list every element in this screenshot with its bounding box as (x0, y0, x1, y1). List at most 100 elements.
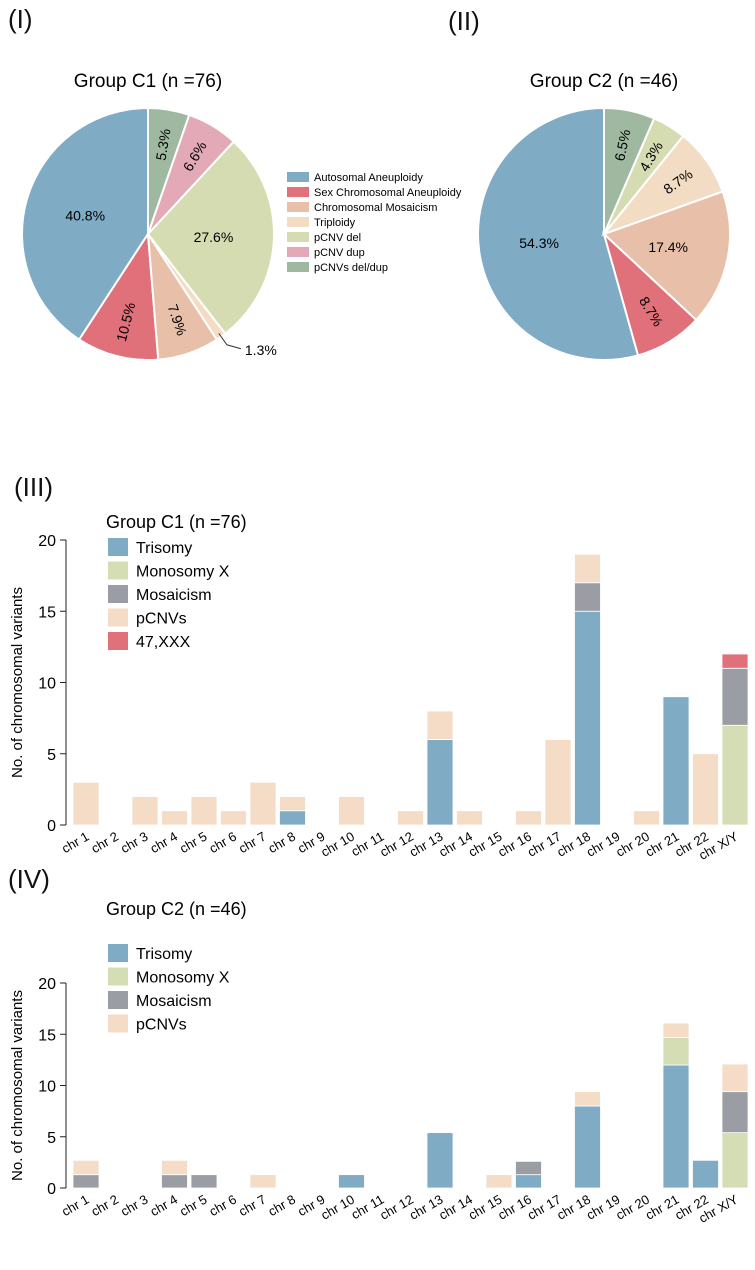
pie-slice-label: 5.3% (153, 127, 174, 161)
legend-label: pCNV dup (314, 247, 365, 259)
bar-segment (161, 1159, 188, 1176)
legend-swatch (108, 967, 128, 986)
pie-slice-label: 40.8% (65, 207, 105, 223)
legend-swatch (287, 187, 309, 197)
x-tick-label: chr 2 (88, 829, 121, 856)
legend-label: Autosomal Aneuploidy (314, 172, 423, 184)
y-axis-label: No. of chromosomal variants (9, 990, 26, 1181)
legend-swatch (287, 202, 309, 212)
legend-label: 47,XXX (136, 634, 191, 651)
bar-segment (72, 1174, 100, 1189)
bar-segment (161, 810, 188, 826)
legend-swatch (108, 632, 128, 650)
bar-segment (574, 582, 601, 612)
y-tick-label: 0 (47, 818, 56, 835)
pie-slice (146, 140, 275, 335)
x-tick-label: chr 2 (88, 1192, 121, 1219)
x-tick-label: chr 3 (118, 1192, 151, 1219)
x-tick-label: chr 8 (265, 1192, 298, 1219)
pie-slice-label: 27.6% (194, 229, 234, 245)
bar-segment (279, 810, 306, 826)
bar-segment (190, 796, 218, 826)
pie-title: Group C1 (n =76) (74, 71, 222, 92)
panel-label-iv: (IV) (8, 864, 50, 894)
bar-chart-c1-figure: 0 5 10 15 20 No. of chromosomal variants chr 1… (9, 512, 749, 863)
bar-segment (456, 810, 483, 826)
bar-segment (279, 796, 306, 812)
bar-segment (721, 1091, 749, 1134)
bar-segment (662, 1022, 690, 1038)
bar-segment (662, 1064, 690, 1189)
legend-swatch (287, 217, 309, 227)
legend-label: Trisomy (136, 946, 192, 963)
bar-segment (397, 810, 424, 826)
x-tick-label: chr 1 (59, 829, 92, 856)
bar-segment (574, 610, 601, 826)
panel-label-iii: (III) (14, 472, 53, 502)
legend-label: Triploidy (314, 217, 356, 229)
bar-segment (249, 781, 277, 826)
legend-label: Sex Chromosomal Aneuploidy (314, 187, 462, 199)
y-axis-label: No. of chromosomal variants (9, 587, 26, 778)
bar-segment (249, 1174, 277, 1189)
x-tick-label: chr 5 (177, 829, 210, 856)
legend-label: Trisomy (136, 540, 192, 557)
x-tick-label: chr 7 (236, 829, 269, 856)
pie-slice (147, 106, 191, 235)
legend-swatch (108, 561, 128, 580)
legend-label: pCNVs del/dup (314, 262, 388, 274)
bar-chart-c2-figure: 0 5 10 15 20 No. of chromosomal variants chr 1… (9, 899, 749, 1226)
legend-swatch (108, 538, 128, 556)
legend-swatch (108, 991, 128, 1009)
bar-segment (338, 1174, 365, 1189)
bar-segment (190, 1174, 218, 1189)
bar-segment (692, 753, 719, 826)
legend-label: Mosaicism (136, 587, 212, 604)
panel-label-i: (I) (8, 4, 33, 34)
x-tick-label: chr 7 (236, 1192, 269, 1219)
bar-segment (721, 1132, 749, 1189)
bar-segment (721, 1063, 749, 1093)
y-tick-label: 20 (38, 976, 56, 993)
legend-label: Monosomy X (136, 970, 230, 987)
panel-label-ii: (II) (448, 6, 480, 36)
bar-segment (485, 1174, 513, 1189)
legend-label: Mosaicism (136, 993, 212, 1010)
y-tick-label: 10 (38, 676, 56, 693)
legend-label: pCNV del (314, 232, 361, 244)
bar-chart-title: Group C2 (n =46) (106, 899, 247, 919)
bar-segment (544, 739, 572, 826)
legend-label: pCNVs (136, 611, 187, 628)
bar-segment (72, 1159, 100, 1176)
x-tick-label: chr 8 (265, 829, 298, 856)
x-tick-label: chr 5 (177, 1192, 210, 1219)
bar-segment (131, 796, 159, 826)
bar-segment (220, 810, 247, 826)
legend-swatch (108, 585, 128, 603)
y-tick-label: 0 (47, 1181, 56, 1198)
bar-segment (338, 796, 365, 826)
bar-segment (574, 1105, 601, 1189)
bar-segment (721, 724, 749, 826)
legend-label: Monosomy X (136, 564, 230, 581)
bar-segment (72, 781, 100, 826)
bar-segment (515, 810, 542, 826)
bar-segment (574, 1091, 601, 1107)
bar-segment (426, 739, 454, 826)
pie-slice-label: 54.3% (519, 235, 559, 251)
y-tick-label: 5 (47, 747, 56, 764)
legend-label: pCNVs (136, 1017, 187, 1034)
pie-title: Group C2 (n =46) (530, 71, 678, 92)
legend-swatch (108, 608, 128, 627)
legend-label: Chromosomal Mosaicism (314, 202, 437, 214)
pie-slice (77, 231, 160, 361)
bar-segment (662, 1036, 690, 1066)
pie-slice-label: 17.4% (648, 239, 688, 255)
bar-segment (161, 1174, 188, 1189)
pie-slice-label: 1.3% (245, 342, 277, 358)
bar-segment (662, 696, 690, 826)
x-tick-label: chr 4 (147, 829, 180, 856)
pie-slice (603, 106, 656, 235)
bar-segment (426, 1132, 454, 1189)
bar-segment (721, 667, 749, 726)
